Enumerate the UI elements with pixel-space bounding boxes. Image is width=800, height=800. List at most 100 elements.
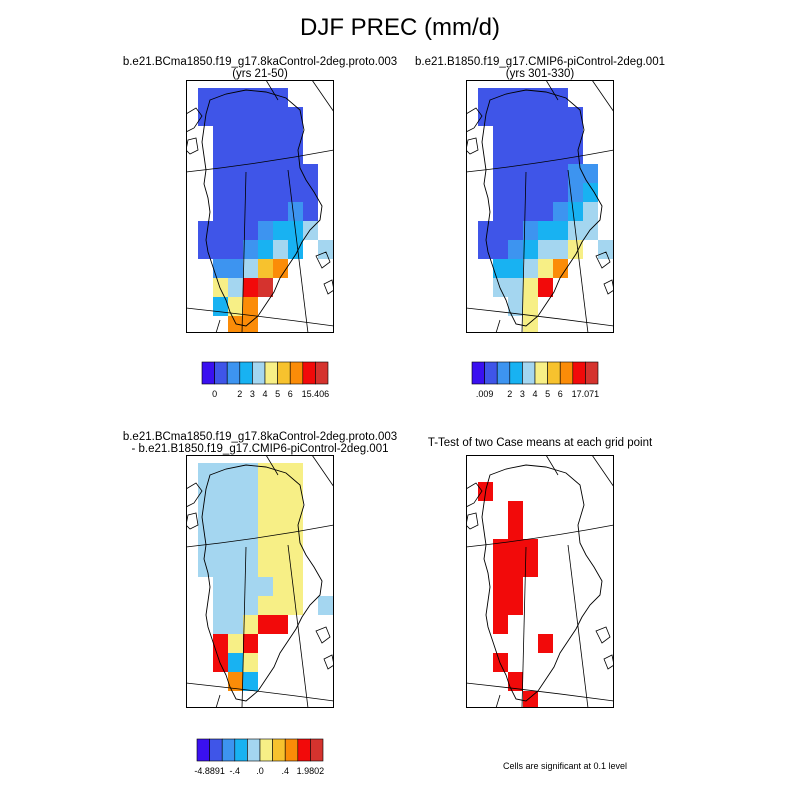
grid-cell-40	[228, 202, 243, 221]
grid-cell-3	[493, 539, 508, 558]
grid-cell-57	[523, 240, 538, 259]
island-outline-3	[603, 279, 614, 295]
grid-cell-13	[493, 126, 508, 145]
grid-cell-70	[538, 278, 553, 297]
grid-cell-67	[213, 278, 228, 297]
grid-cell-0	[198, 463, 213, 482]
grid-cell-10	[538, 107, 553, 126]
grid-cell-1	[508, 501, 523, 520]
latitude-line-1	[466, 524, 614, 548]
grid-cell-56	[228, 615, 243, 634]
grid-cell-40	[273, 558, 288, 577]
latitude-line-2	[186, 307, 334, 327]
grid-cell-10	[508, 577, 523, 596]
island-outline-0	[186, 482, 203, 508]
grid-cell-26	[228, 164, 243, 183]
grid-cell-41	[243, 202, 258, 221]
grid-cell-25	[213, 164, 228, 183]
grid-cell-29	[553, 164, 568, 183]
grid-cell-33	[508, 183, 523, 202]
longitude-line-5	[495, 319, 501, 333]
significance-note: Cells are significant at 0.1 level	[502, 761, 628, 771]
colorbar-box-6	[277, 361, 291, 385]
grid-cell-11	[553, 107, 568, 126]
grid-cell-10	[258, 107, 273, 126]
grid-cell-17	[523, 691, 538, 708]
grid-cell-27	[288, 520, 303, 539]
island-outline-3	[603, 654, 614, 670]
colorbar-box-5	[264, 361, 278, 385]
grid-cell-63	[213, 653, 228, 672]
grid-cell-42	[538, 202, 553, 221]
grid-cell-64	[523, 259, 538, 278]
grid-cell-46	[198, 221, 213, 240]
grid-cell-14	[538, 634, 553, 653]
longitude-line-2	[591, 80, 614, 113]
grid-cell-4	[258, 463, 273, 482]
island-outline-0	[466, 482, 483, 508]
colorbar-1: 0 2 3 4 5 6 15.406	[201, 361, 329, 399]
colorbar-box-7	[284, 738, 299, 762]
data-cells	[198, 88, 333, 333]
grid-cell-44	[288, 202, 303, 221]
grid-cell-1	[213, 463, 228, 482]
grid-cell-62	[213, 259, 228, 278]
colorbar-box-3	[509, 361, 523, 385]
colorbar-labels: .009 2 3 4 5 6 17.071	[476, 389, 599, 399]
colorbar-box-5	[534, 361, 548, 385]
grid-cell-37	[228, 558, 243, 577]
grid-cell-23	[553, 145, 568, 164]
grid-cell-3	[523, 88, 538, 107]
grid-cell-69	[243, 278, 258, 297]
grid-cell-66	[273, 259, 288, 278]
colorbar-box-2	[221, 738, 236, 762]
island-outline-2	[595, 251, 611, 269]
colorbar-box-1	[214, 361, 228, 385]
colorbar-boxes	[471, 361, 599, 385]
colorbar-boxes	[201, 361, 329, 385]
grid-cell-3	[243, 88, 258, 107]
colorbar-box-3	[239, 361, 253, 385]
latitude-line-1	[466, 149, 614, 173]
grid-cell-36	[553, 183, 568, 202]
colorbar-label-6: 6	[558, 389, 563, 399]
grid-cell-7	[493, 107, 508, 126]
latitude-line-2	[466, 307, 614, 327]
map-panel-4	[466, 455, 614, 708]
map-panel-3	[186, 455, 334, 708]
graticule	[466, 80, 614, 333]
colorbar-box-1	[209, 738, 223, 762]
grid-cell-33	[228, 183, 243, 202]
grid-cell-31	[243, 539, 258, 558]
grid-cell-48	[508, 221, 523, 240]
grid-cell-35	[538, 183, 553, 202]
grid-cell-20	[228, 145, 243, 164]
longitude-line-4	[567, 169, 589, 333]
grid-cell-50	[258, 221, 273, 240]
grid-cell-56	[508, 240, 523, 259]
grid-cell-39	[258, 558, 273, 577]
grid-cell-64	[243, 259, 258, 278]
grid-cell-62	[243, 634, 258, 653]
colorbar-label-8: 17.071	[572, 389, 600, 399]
colorbar-box-0	[201, 361, 215, 385]
grid-cell-13	[213, 126, 228, 145]
grid-cell-29	[213, 539, 228, 558]
grid-cell-25	[258, 520, 273, 539]
greenland-coastline	[481, 89, 603, 327]
colorbar-box-4	[247, 738, 261, 762]
island-outline-2	[595, 626, 611, 644]
grid-cell-8	[213, 482, 228, 501]
grid-cell-40	[508, 202, 523, 221]
latitude-line-2	[466, 682, 614, 702]
colorbar-label-2: -.4	[230, 766, 241, 776]
grid-cell-59	[553, 240, 568, 259]
colorbar-label-0: 0	[212, 389, 217, 399]
grid-cell-38	[583, 183, 598, 202]
panel-1-title: b.e21.BCma1850.f19_g17.8kaControl-2deg.p…	[60, 56, 460, 80]
grid-cell-18	[288, 126, 303, 145]
panel-1-title-line2: (yrs 21-50)	[232, 68, 288, 80]
longitude-line-5	[215, 319, 221, 333]
grid-cell-19	[273, 501, 288, 520]
colorbar-label-6: .4	[281, 766, 289, 776]
